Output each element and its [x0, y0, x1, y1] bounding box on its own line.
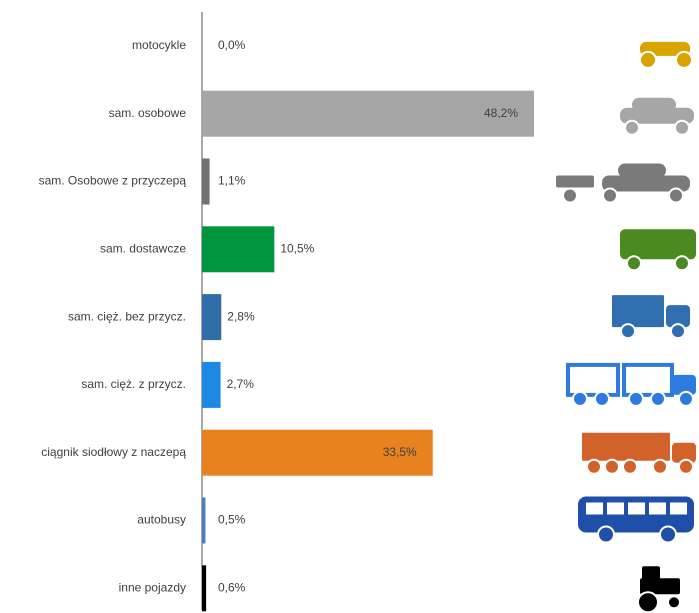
- wheel: [586, 458, 602, 475]
- body: [602, 175, 690, 192]
- body: [620, 229, 696, 260]
- value-label: 0,6%: [218, 580, 246, 594]
- wheel: [624, 119, 640, 136]
- wheel: [675, 50, 693, 69]
- wheel: [562, 187, 578, 204]
- body: [582, 432, 670, 461]
- category-label: motocykle: [132, 38, 186, 52]
- value-label: 2,8%: [227, 309, 255, 323]
- wheel: [678, 458, 694, 475]
- wheel: [620, 323, 636, 340]
- window: [649, 502, 666, 515]
- window: [607, 502, 624, 515]
- bar: [202, 226, 275, 273]
- vehicle-icon: [620, 97, 694, 136]
- value-label: 2,7%: [227, 377, 255, 391]
- category-label: sam. Osobowe z przyczepą: [39, 174, 187, 188]
- wheel: [626, 255, 642, 272]
- body: [612, 295, 664, 328]
- value-label: 48,2%: [484, 106, 518, 120]
- wheel: [674, 119, 690, 136]
- category-label: sam. dostawcze: [100, 241, 186, 255]
- wheel: [572, 390, 588, 407]
- vehicle-icon: [566, 362, 696, 407]
- category-label: inne pojazdy: [119, 580, 186, 594]
- body: [640, 578, 680, 595]
- wheel: [659, 525, 677, 544]
- value-label: 10,5%: [280, 241, 314, 255]
- body: [622, 362, 674, 397]
- vehicle-icon: [556, 163, 690, 204]
- value-label: 0,0%: [218, 38, 246, 52]
- category-label: autobusy: [137, 513, 186, 527]
- wheel: [597, 525, 615, 544]
- bar: [202, 497, 206, 544]
- body: [642, 566, 660, 581]
- wheel: [628, 390, 644, 407]
- body: [632, 97, 676, 112]
- wheel: [622, 458, 638, 475]
- window: [670, 502, 687, 515]
- bar: [202, 361, 221, 408]
- wheel: [594, 390, 610, 407]
- value-label: 33,5%: [383, 445, 417, 459]
- wheel: [602, 187, 618, 204]
- vehicle-icon: [612, 295, 690, 340]
- body: [672, 374, 696, 395]
- wheel: [604, 458, 620, 475]
- bar: [202, 294, 222, 341]
- body: [566, 362, 620, 397]
- value-label: 1,1%: [218, 174, 246, 188]
- wheel: [652, 458, 668, 475]
- window: [628, 502, 645, 515]
- wheel: [667, 595, 681, 610]
- bar: [202, 90, 534, 137]
- body: [556, 175, 594, 188]
- bar: [202, 158, 210, 205]
- wheel: [639, 50, 657, 69]
- bar: [202, 429, 433, 476]
- wheel: [670, 323, 686, 340]
- body: [666, 305, 690, 328]
- wheel: [678, 390, 694, 407]
- category-label: ciągnik siodłowy z naczepą: [41, 445, 186, 459]
- body: [620, 107, 694, 124]
- vehicle-icon: [582, 432, 696, 475]
- value-label: 0,5%: [218, 513, 246, 527]
- body: [672, 442, 696, 463]
- vehicle-icon: [620, 229, 696, 272]
- category-label: sam. cięż. z przycz.: [81, 377, 186, 391]
- vehicle-icon: [637, 566, 681, 613]
- wheel: [650, 390, 666, 407]
- vehicle-icon: [578, 496, 694, 544]
- body: [618, 163, 666, 178]
- vehicle-icon: [639, 41, 693, 69]
- category-label: sam. cięż. bez przycz.: [68, 309, 186, 323]
- wheel: [668, 187, 684, 204]
- wheel: [674, 255, 690, 272]
- category-label: sam. osobowe: [109, 106, 187, 120]
- window: [586, 502, 603, 515]
- bar: [202, 565, 207, 612]
- wheel: [637, 591, 659, 613]
